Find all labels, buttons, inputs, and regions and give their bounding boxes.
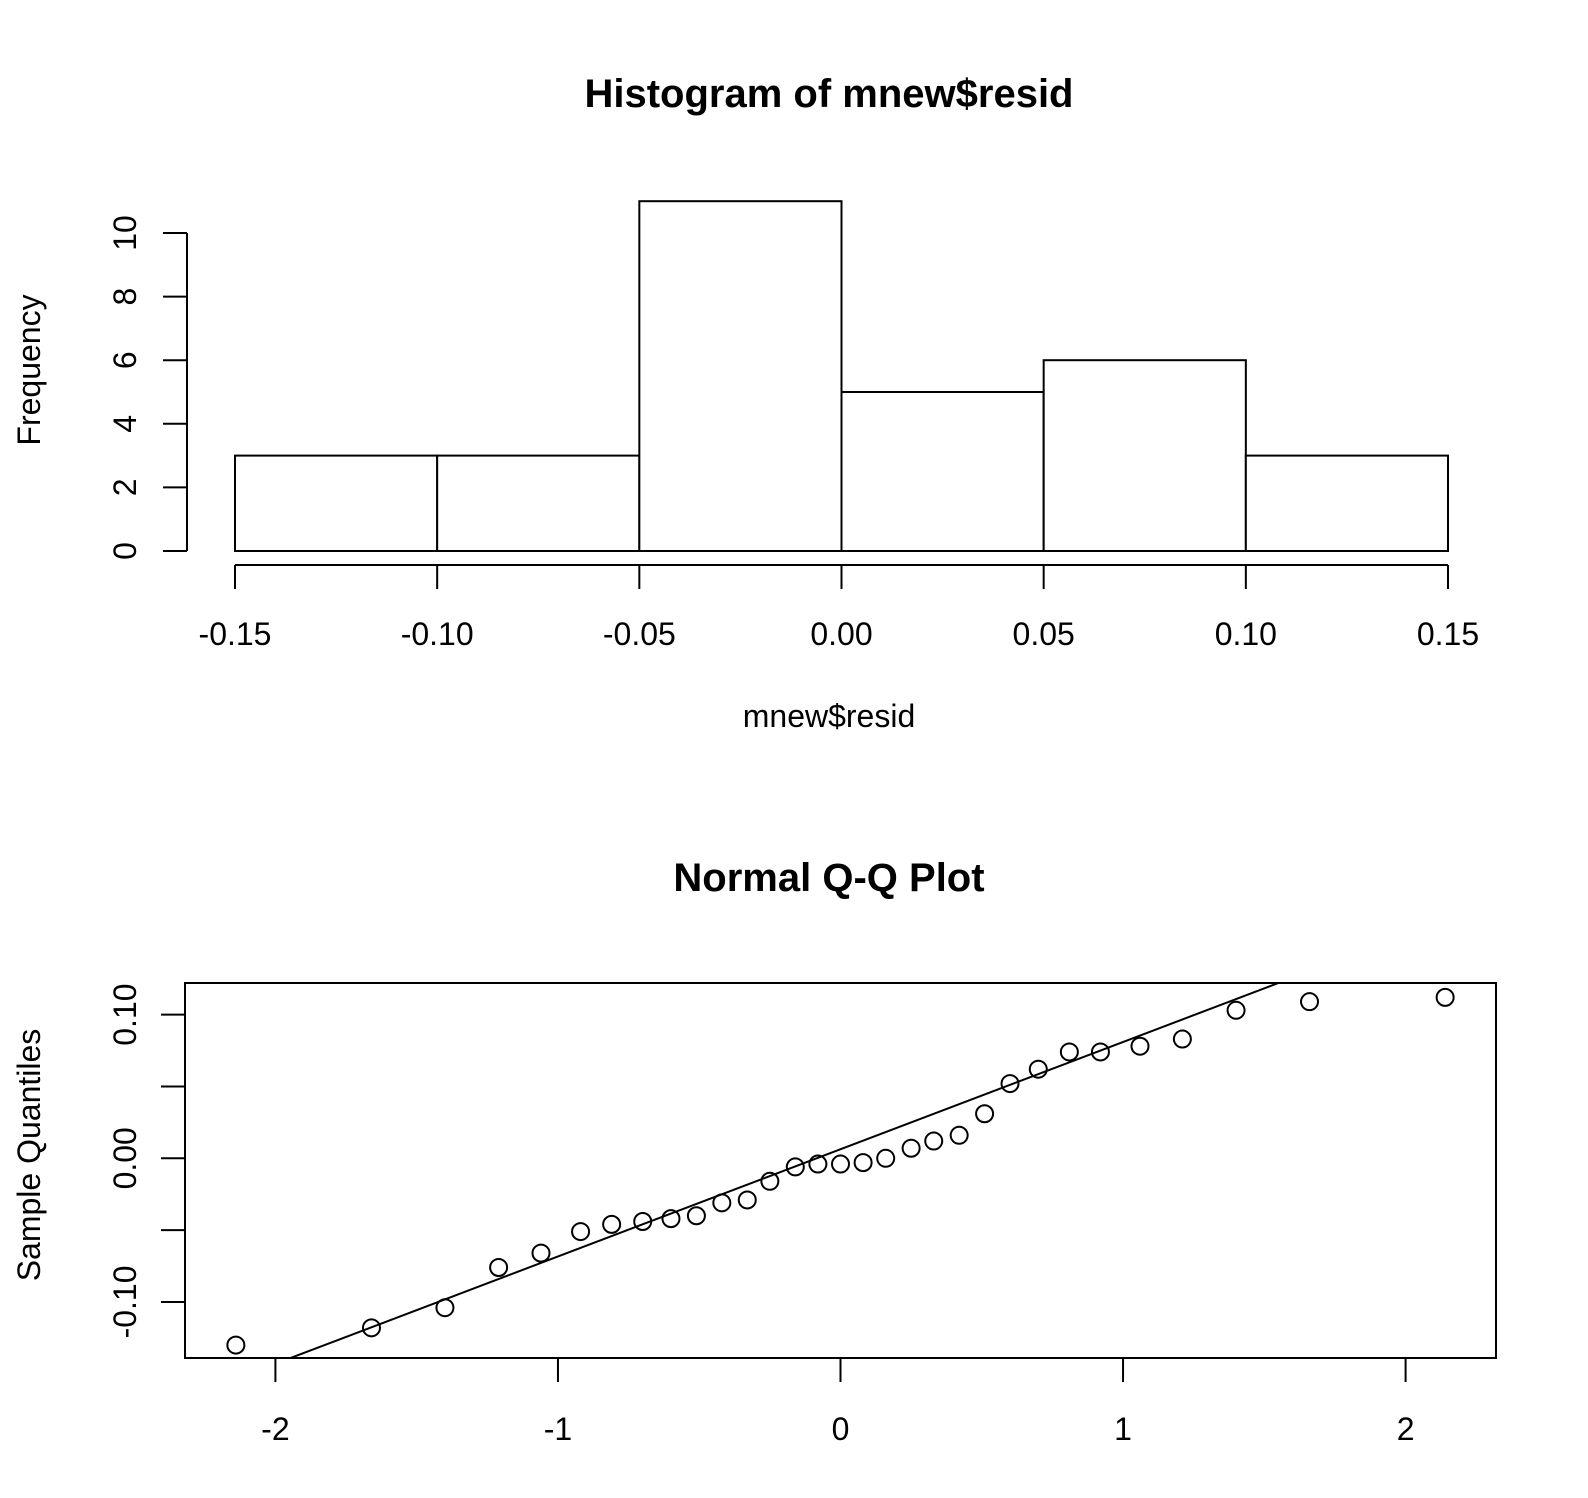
qq-point	[435, 1298, 455, 1318]
qq-point	[853, 1153, 873, 1173]
histogram-x-axis: -0.15 -0.10 -0.05 0.00 0.05 0.10 0.15	[199, 564, 1479, 652]
qq-plot-y-axis-label: Sample Quantiles	[11, 1029, 47, 1282]
histogram-y-axis-label: Frequency	[11, 294, 47, 445]
qq-point	[489, 1257, 509, 1277]
qq-point	[924, 1131, 944, 1151]
qq-point	[1172, 1029, 1192, 1049]
qq-y-tick-label: 0.00	[107, 1127, 143, 1189]
histogram-bar	[840, 391, 1045, 552]
histogram-x-tick-label: -0.05	[603, 616, 676, 652]
qq-points	[226, 987, 1455, 1355]
histogram-y-tick-label: 0	[107, 542, 143, 560]
qq-x-tick-label: -2	[261, 1411, 289, 1447]
qq-point	[949, 1125, 969, 1145]
histogram-bar	[638, 200, 843, 552]
qq-point	[1059, 1042, 1079, 1062]
qq-point	[1130, 1036, 1150, 1056]
histogram-y-tick-label: 4	[107, 415, 143, 433]
histogram-y-tick-label: 8	[107, 288, 143, 306]
histogram-y-axis: 0 2 4 6 8 10	[107, 215, 188, 560]
qq-point	[361, 1318, 381, 1338]
qq-point	[737, 1190, 757, 1210]
qq-point	[760, 1171, 780, 1191]
histogram-y-tick-label: 10	[107, 215, 143, 251]
qq-point	[1226, 1000, 1246, 1020]
histogram-bar	[234, 454, 439, 553]
qq-point	[602, 1214, 622, 1234]
qq-point	[876, 1148, 896, 1168]
histogram-x-tick-label: 0.15	[1417, 616, 1479, 652]
qq-point	[226, 1335, 246, 1355]
qq-x-tick-label: 0	[832, 1411, 850, 1447]
qq-reference-line-group	[287, 983, 1279, 1358]
qq-point	[661, 1209, 681, 1229]
qq-y-tick-label: 0.10	[107, 983, 143, 1045]
histogram-x-tick-label: -0.10	[401, 616, 474, 652]
qq-plot-panel: Normal Q-Q Plot Sample Quantiles -2 -1 0 1 2…	[11, 856, 1497, 1447]
qq-point	[571, 1222, 591, 1242]
histogram-y-tick-label: 6	[107, 351, 143, 369]
qq-point	[1300, 992, 1320, 1012]
histogram-bar	[1042, 359, 1247, 553]
histogram-bars	[234, 200, 1450, 553]
qq-reference-line	[287, 983, 1279, 1358]
qq-plot-title: Normal Q-Q Plot	[673, 856, 984, 900]
histogram-x-tick-label: -0.15	[199, 616, 272, 652]
qq-point	[686, 1206, 706, 1226]
qq-plot-x-axis: -2 -1 0 1 2	[261, 1358, 1414, 1447]
qq-point	[531, 1243, 551, 1263]
histogram-panel: Histogram of mnew$resid mnew$resid Frequ…	[11, 72, 1479, 734]
qq-x-tick-label: 1	[1114, 1411, 1132, 1447]
histogram-x-axis-label: mnew$resid	[743, 698, 916, 734]
qq-point	[831, 1154, 850, 1174]
qq-plot-y-axis: -0.10 0.00 0.10	[107, 983, 185, 1338]
qq-x-tick-label: -1	[544, 1411, 572, 1447]
qq-point	[1028, 1059, 1048, 1079]
histogram-y-tick-label: 2	[107, 479, 143, 497]
qq-point	[785, 1157, 805, 1177]
histogram-x-tick-label: 0.10	[1215, 616, 1277, 652]
qq-point	[808, 1154, 828, 1174]
qq-point	[975, 1104, 995, 1124]
histogram-bar	[1244, 454, 1450, 553]
qq-y-tick-label: -0.10	[107, 1265, 143, 1338]
histogram-bar	[436, 454, 641, 553]
qq-point	[1000, 1074, 1020, 1094]
histogram-x-tick-label: 0.05	[1013, 616, 1075, 652]
qq-point	[901, 1138, 921, 1158]
histogram-x-tick-label: 0.00	[810, 616, 872, 652]
qq-point	[1090, 1042, 1110, 1062]
qq-plot-frame	[184, 982, 1497, 1359]
qq-point	[712, 1193, 732, 1213]
qq-x-tick-label: 2	[1397, 1411, 1415, 1447]
histogram-title: Histogram of mnew$resid	[584, 72, 1073, 116]
qq-point	[633, 1212, 653, 1232]
qq-point	[1435, 987, 1455, 1007]
